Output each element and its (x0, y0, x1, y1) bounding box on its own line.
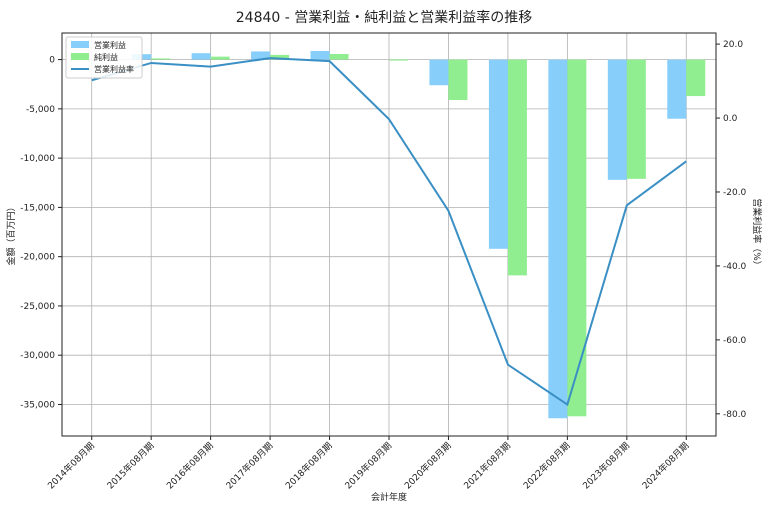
legend-label-margin: 営業利益率 (94, 64, 134, 74)
x-tick-label: 2024年08月期 (640, 440, 692, 492)
x-tick-label: 2017年08月期 (223, 440, 275, 492)
bar-operating-profit (489, 60, 508, 249)
x-tick-label: 2020年08月期 (402, 440, 454, 492)
x-tick-label: 2023年08月期 (580, 440, 632, 492)
bar-operating-profit (429, 60, 448, 86)
bar-operating-profit (311, 51, 330, 60)
bar-net-profit (448, 60, 467, 100)
right-tick-label: 20.0 (723, 40, 743, 50)
right-axis-label: 営業利益率（%） (751, 198, 763, 270)
right-tick-label: 0.0 (723, 114, 738, 124)
x-tick-label: 2014年08月期 (45, 440, 97, 492)
legend: 営業利益 純利益 営業利益率 (66, 37, 142, 78)
bar-net-profit (508, 60, 527, 276)
left-tick-label: -10,000 (20, 154, 55, 164)
x-tick-label: 2016年08月期 (164, 440, 216, 492)
x-tick-label: 2021年08月期 (461, 440, 513, 492)
bar-net-profit (389, 60, 408, 61)
left-tick-label: -35,000 (20, 400, 55, 410)
right-axis: 20.0 0.0 -20.0 -40.0 -60.0 -80.0 (716, 40, 747, 420)
bar-net-profit (151, 58, 170, 59)
bar-net-profit (567, 60, 586, 417)
legend-swatch-operating-profit (71, 41, 89, 48)
left-axis-label: 金額（百万円） (5, 202, 17, 265)
legend-swatch-net-profit (71, 53, 89, 60)
bar-operating-profit (667, 60, 686, 119)
left-tick-label: -25,000 (20, 302, 55, 312)
x-tick-label: 2019年08月期 (342, 440, 394, 492)
right-tick-label: -80.0 (723, 410, 747, 420)
bar-net-profit (211, 57, 230, 60)
bar-net-profit (330, 54, 349, 60)
right-tick-label: -40.0 (723, 262, 747, 272)
x-tick-label: 2022年08月期 (521, 440, 573, 492)
x-tick-label: 2015年08月期 (104, 440, 156, 492)
bar-net-profit (627, 60, 646, 179)
legend-label-net-profit: 純利益 (94, 52, 118, 62)
bar-operating-profit (608, 60, 627, 180)
chart-title: 24840 - 営業利益・純利益と営業利益率の推移 (236, 9, 533, 26)
bar-operating-profit (548, 60, 567, 419)
left-axis: 0 -5,000 -10,000 -15,000 -20,000 -25,000 -30,0… (20, 56, 62, 411)
legend-label-operating-profit: 営業利益 (94, 40, 126, 50)
bar-layer (132, 51, 705, 418)
x-tick-label: 2018年08月期 (283, 440, 335, 492)
left-tick-label: -30,000 (20, 351, 55, 361)
left-tick-label: -20,000 (20, 253, 55, 263)
left-tick-label: -5,000 (26, 105, 55, 115)
right-tick-label: -60.0 (723, 336, 747, 346)
right-tick-label: -20.0 (723, 188, 747, 198)
x-axis-label: 会計年度 (371, 491, 407, 503)
bar-operating-profit (192, 53, 211, 59)
left-tick-label: -15,000 (20, 203, 55, 213)
left-tick-label: 0 (49, 56, 55, 66)
bar-net-profit (686, 60, 705, 96)
